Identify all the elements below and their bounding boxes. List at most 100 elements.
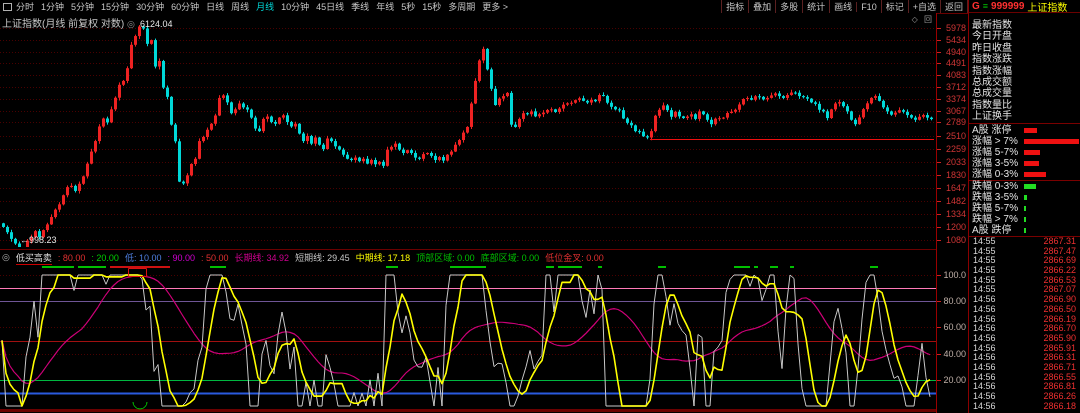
distribution-row: 跌幅 > 7%	[969, 214, 1080, 225]
period-tab-5分钟[interactable]: 5分钟	[71, 2, 95, 12]
candlestick-canvas[interactable]	[0, 13, 936, 247]
indicator-param: : 90.00	[167, 252, 195, 263]
toolbar-buttons: 指标 叠加 多股 统计 画线 F10 标记 +自选 返回	[721, 0, 968, 13]
quote-price: 2866.90	[1043, 294, 1076, 305]
chart-title: 上证指数(月线 前复权 对数) ◎	[2, 19, 135, 30]
quote-price: 2866.19	[1043, 313, 1076, 324]
quote-price: 2866.53	[1043, 274, 1076, 285]
price-axis-label: 3067	[945, 105, 966, 116]
quote-row: 14:56 2865.91	[969, 342, 1080, 354]
distribution-bar	[1024, 128, 1037, 133]
quote-time: 14:56	[973, 323, 996, 334]
period-tab-30分钟[interactable]: 30分钟	[136, 2, 165, 12]
quote-price: 2866.50	[1043, 303, 1076, 314]
toolbar-button-画线[interactable]: 画线	[829, 0, 856, 13]
quote-side-panel: 最新指数 今日开盘 昨日收盘 指数涨跌 指数涨幅 总成交额 总成交量 指数量比 上证换手 A股 …	[968, 13, 1080, 413]
distribution-row: A股 涨停	[969, 125, 1080, 136]
distribution-bar	[1024, 161, 1039, 166]
indicator-param: : 50.00	[201, 252, 229, 263]
axis-tick	[937, 200, 941, 202]
symbol-name: 上证指数	[1027, 2, 1068, 14]
main-chart-pane[interactable]: 上证指数(月线 前复权 对数) ◎ ◇ 回 6124.04 ←998.23	[0, 13, 936, 247]
axis-tick	[937, 75, 941, 77]
period-tab-60分钟[interactable]: 60分钟	[171, 2, 200, 12]
toolbar-button-返回[interactable]: 返回	[939, 0, 968, 13]
quote-time: 14:56	[973, 303, 996, 314]
distribution-label: 跌幅 5-7%	[972, 203, 1019, 214]
indicator-name[interactable]: 低买高卖	[15, 252, 52, 265]
high-price-annotation: 6124.04	[140, 19, 173, 29]
distribution-bar	[1024, 206, 1026, 211]
period-tab-更多 >[interactable]: 更多 >	[482, 2, 509, 12]
toolbar-button-统计[interactable]: 统计	[802, 0, 829, 13]
distribution-label: 涨幅 3-5%	[972, 158, 1019, 169]
period-tab-10分钟[interactable]: 10分钟	[281, 2, 310, 12]
axis-tick	[937, 51, 941, 53]
toolbar-button-叠加[interactable]: 叠加	[748, 0, 775, 13]
period-tab-1分钟[interactable]: 1分钟	[41, 2, 65, 12]
indicator-axis-label: 40.00	[943, 348, 966, 359]
period-tab-周线[interactable]: 周线	[231, 2, 250, 12]
period-tab-分时[interactable]: 分时	[16, 2, 35, 12]
price-axis-label: 1080	[945, 235, 966, 245]
price-axis-label: 1482	[945, 195, 966, 206]
distribution-row: 跌幅 3-5%	[969, 192, 1080, 203]
price-axis-label: 4940	[945, 46, 966, 57]
symbol-header: G ≡ 999999 上证指数	[968, 0, 1080, 14]
quote-time: 14:56	[973, 313, 996, 324]
period-tab-15分钟[interactable]: 15分钟	[101, 2, 130, 12]
quote-row: 14:56 2866.19	[969, 313, 1080, 325]
distribution-label: A股 涨停	[972, 125, 1012, 136]
quote-price: 2867.47	[1043, 245, 1076, 256]
quote-time: 14:55	[973, 236, 996, 246]
quote-row: 14:56 2866.55	[969, 371, 1080, 383]
info-row-总成交额: 总成交额	[972, 76, 1012, 88]
period-tab-季线[interactable]: 季线	[351, 2, 370, 12]
toolbar-button-指标[interactable]: 指标	[721, 0, 748, 13]
indicator-axis-label: 60.00	[943, 322, 966, 333]
indicator-param: 低位金叉: 0.00	[545, 253, 604, 263]
period-tab-日线[interactable]: 日线	[206, 2, 225, 12]
info-row-指数涨跌: 指数涨跌	[972, 54, 1012, 66]
quote-price: 2866.26	[1043, 391, 1076, 401]
period-tab-5秒[interactable]: 5秒	[401, 2, 416, 12]
quote-price: 2866.18	[1043, 400, 1076, 411]
distribution-row: 跌幅 0-3%	[969, 180, 1080, 192]
quote-price: 2866.71	[1043, 361, 1076, 372]
period-tab-年线[interactable]: 年线	[376, 2, 395, 12]
period-tab-15秒[interactable]: 15秒	[422, 2, 442, 12]
distribution-label: 跌幅 > 7%	[972, 214, 1018, 225]
quote-time: 14:56	[973, 342, 996, 353]
quote-row: 14:55 2866.69	[969, 256, 1080, 266]
toolbar-button-F10[interactable]: F10	[856, 1, 881, 12]
tick-quote-list[interactable]: 14:55 2867.31 14:55 2867.47 14:55 2866.69 14:5…	[969, 236, 1080, 411]
quote-price: 2866.55	[1043, 371, 1076, 382]
updown-distribution: A股 涨停 涨幅 > 7% 涨幅 5-7% 涨幅 3-5% 涨幅 0-3% 跌幅 0-3%…	[969, 125, 1080, 236]
axis-tick	[937, 301, 941, 303]
distribution-bar	[1024, 217, 1026, 222]
quote-row: 14:56 2866.71	[969, 361, 1080, 373]
period-tab-45日线[interactable]: 45日线	[316, 2, 345, 12]
indicator-icon[interactable]: ◎	[2, 252, 10, 262]
pane-control-icons[interactable]: ◇ 回	[911, 15, 934, 24]
axis-tick	[937, 110, 941, 112]
distribution-row: 涨幅 5-7%	[969, 147, 1080, 158]
menu-icon[interactable]: ≡	[982, 1, 989, 11]
axis-tick	[937, 148, 941, 150]
period-tab-月线[interactable]: 月线	[256, 2, 275, 12]
window-restore-icon[interactable]	[3, 2, 12, 11]
toolbar-button-多股[interactable]: 多股	[775, 0, 802, 13]
info-row-今日开盘: 今日开盘	[972, 31, 1012, 43]
indicator-pane[interactable]	[0, 266, 936, 413]
chart-settings-icon[interactable]: ◎	[127, 19, 135, 29]
price-axis-label: 2259	[945, 143, 966, 154]
quote-time: 14:56	[973, 371, 996, 382]
quote-price: 2866.81	[1043, 381, 1076, 392]
price-axis-label: 5978	[945, 22, 966, 33]
period-tab-多周期[interactable]: 多周期	[448, 2, 476, 12]
toolbar-button-标记[interactable]: 标记	[880, 0, 908, 13]
axis-tick	[937, 213, 941, 215]
toolbar-button-+自选[interactable]: +自选	[907, 0, 940, 13]
indicator-canvas[interactable]	[0, 266, 936, 413]
